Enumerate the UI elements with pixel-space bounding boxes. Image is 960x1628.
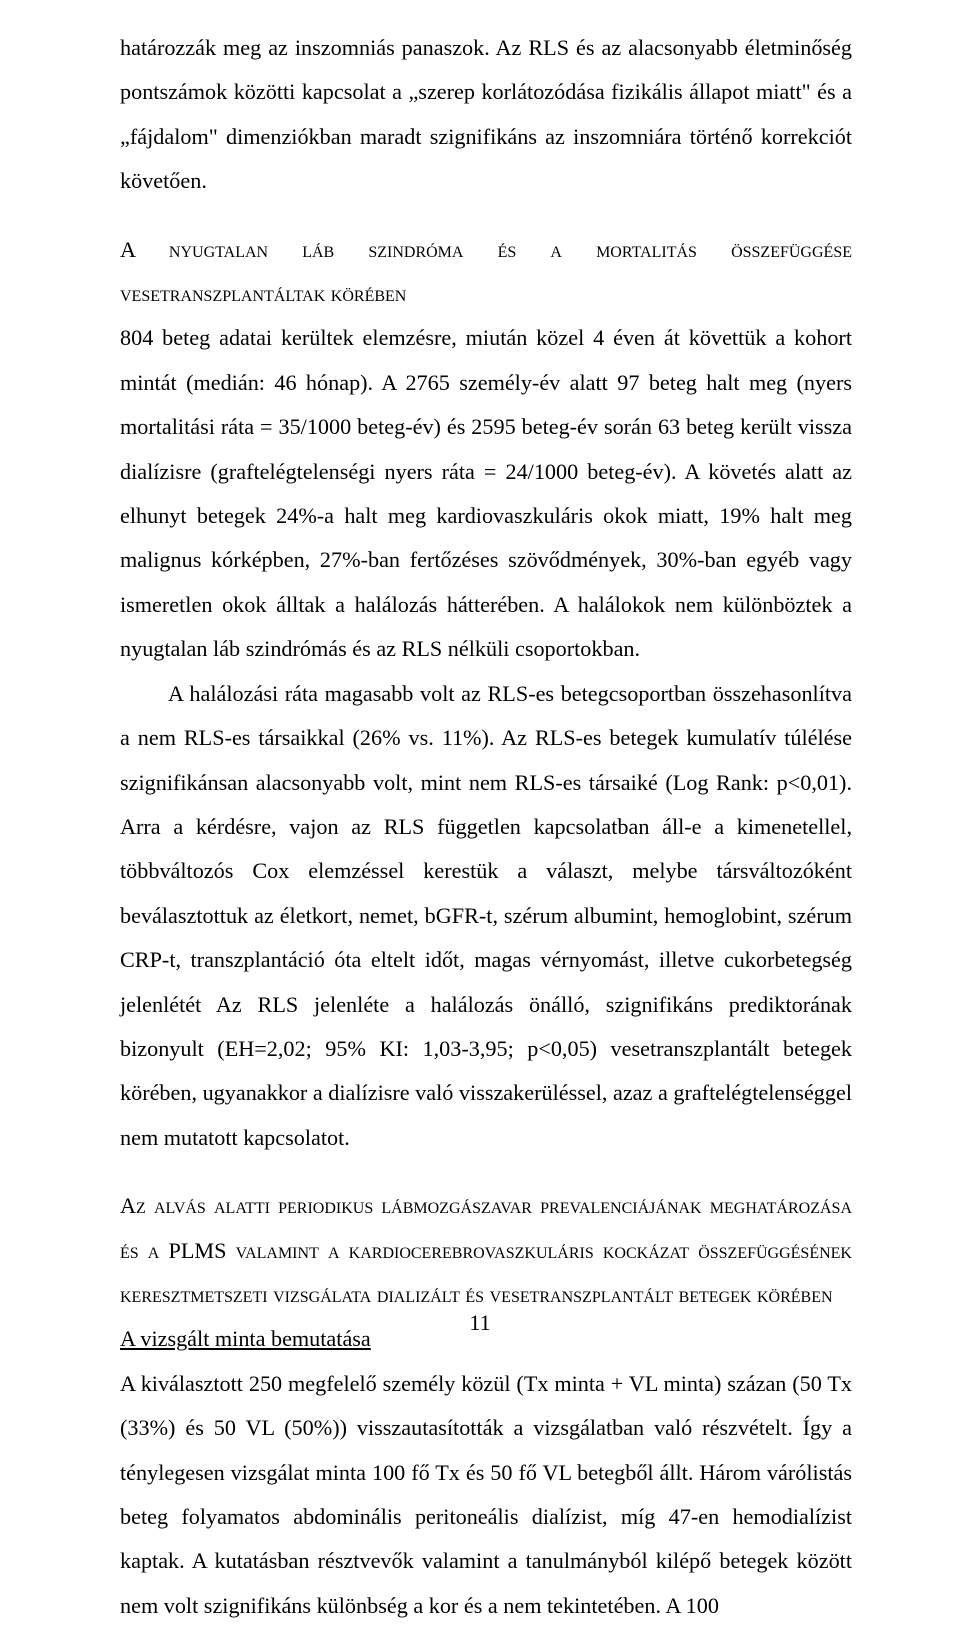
paragraph-2: 804 beteg adatai kerültek elemzésre, miu… (120, 316, 852, 671)
paragraph-4: A kiválasztott 250 megfelelő személy köz… (120, 1362, 852, 1628)
page-container: határozzák meg az inszomniás panaszok. A… (0, 0, 960, 1392)
paragraph-1: határozzák meg az inszomniás panaszok. A… (120, 26, 852, 204)
section-heading-2: Az alvás alatti periodikus lábmozgászava… (120, 1184, 852, 1317)
section-heading-1: A nyugtalan láb szindróma és a mortalitá… (120, 228, 852, 317)
paragraph-3: A halálozási ráta magasabb volt az RLS-e… (120, 672, 852, 1160)
page-number: 11 (0, 1310, 960, 1336)
